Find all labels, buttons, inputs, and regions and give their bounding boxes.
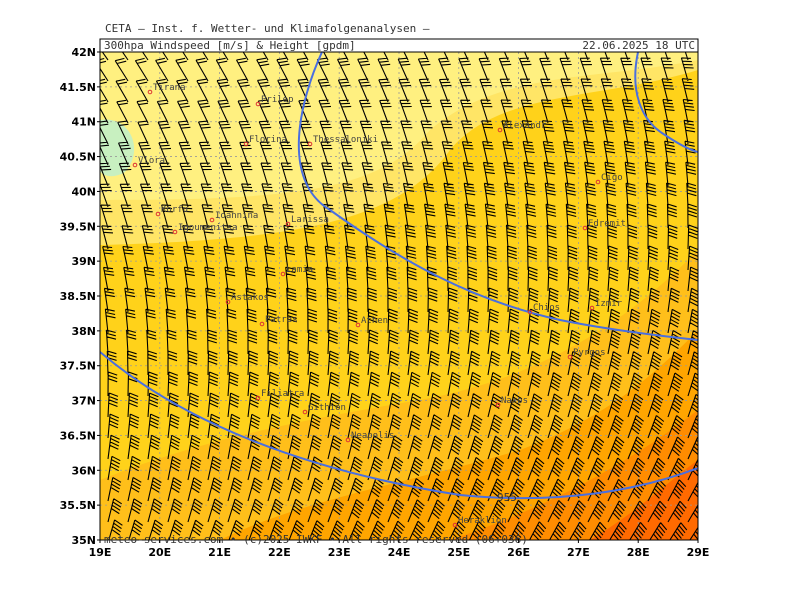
- city-label: Thessaloniki: [313, 135, 378, 145]
- contour-label: 955: [497, 491, 517, 504]
- city-marker: [147, 89, 153, 95]
- city-marker: [582, 225, 588, 231]
- city-marker: [225, 299, 231, 305]
- city-label: Korfu: [161, 205, 188, 215]
- lon-label: 21E: [208, 546, 231, 559]
- city-marker: [172, 229, 178, 235]
- city-label: Alexandr: [503, 121, 547, 131]
- city-label: Astakos: [231, 293, 269, 303]
- lon-label: 24E: [388, 546, 411, 559]
- lon-label: 26E: [507, 546, 530, 559]
- lat-label: 40.5N: [60, 151, 96, 164]
- city-label: Githion: [308, 403, 346, 413]
- datetime: 22.06.2025 18 UTC: [582, 39, 695, 52]
- city-label: Igoumenitsa: [178, 223, 238, 233]
- city-marker: [243, 141, 249, 147]
- city-marker: [589, 305, 595, 311]
- lon-label: 23E: [328, 546, 351, 559]
- city-label: Izmir: [595, 299, 623, 309]
- city-marker: [307, 141, 313, 147]
- city-marker: [595, 179, 601, 185]
- city-marker: [209, 217, 215, 223]
- city-label: Pyrgos: [573, 348, 606, 358]
- city-marker: [302, 409, 308, 415]
- lon-label: 25E: [447, 546, 470, 559]
- city-marker: [255, 395, 261, 401]
- city-label: Neapolis: [351, 431, 394, 441]
- city-marker: [255, 101, 261, 107]
- footer: meteo-services.com • (c)2025 IWKF • All …: [104, 533, 528, 546]
- city-label: Athen: [361, 316, 388, 326]
- lat-label: 39.5N: [60, 220, 96, 233]
- city-marker: [495, 402, 501, 408]
- contour: [297, 52, 698, 341]
- lat-label: 36.5N: [60, 429, 96, 442]
- city-label: Larissa: [291, 215, 329, 225]
- lat-label: 38N: [71, 325, 96, 338]
- city-label: Heraklion: [458, 516, 507, 526]
- contour: [100, 351, 698, 500]
- city-marker: [132, 162, 138, 168]
- field: [100, 52, 698, 540]
- city-marker: [155, 211, 161, 217]
- lat-label: 39N: [71, 255, 96, 268]
- lon-label: 19E: [89, 546, 112, 559]
- height-contours: [100, 52, 698, 500]
- city-label: Ioannina: [215, 211, 258, 221]
- lat-label: 41N: [71, 116, 96, 129]
- lat-label: 38.5N: [60, 290, 96, 303]
- lat-label: 37N: [71, 395, 96, 408]
- lat-label: 37.5N: [60, 360, 96, 373]
- field-green: [100, 119, 135, 177]
- city-marker: [497, 127, 503, 133]
- city-marker: [345, 437, 351, 443]
- city-label: Patras: [265, 315, 298, 325]
- city-label: Naxos: [501, 396, 528, 406]
- city-label: Prilep: [261, 95, 294, 105]
- title: 300hpa Windspeed [m/s] & Height [gpdm]: [104, 39, 356, 52]
- lat-label: 35.5N: [60, 499, 96, 512]
- city-label: Chios: [533, 303, 560, 313]
- city-marker: [259, 321, 265, 327]
- city-marker: [285, 221, 291, 227]
- city-label: Cigo: [601, 173, 623, 183]
- lon-label: 22E: [268, 546, 291, 559]
- city-label: Filiatra: [261, 389, 304, 399]
- lon-label: 28E: [627, 546, 650, 559]
- lon-label: 20E: [148, 546, 171, 559]
- lat-label: 42N: [71, 46, 96, 59]
- wind-barbs: [100, 52, 698, 540]
- city-marker: [567, 354, 573, 360]
- city-label: Vlora: [138, 156, 165, 166]
- field-red: [590, 460, 698, 540]
- city-label: Tirana: [153, 83, 186, 93]
- city-label: Edremit: [588, 219, 626, 229]
- city-label: Lamia: [286, 265, 313, 275]
- institute: CETA — Inst. f. Wetter- und Klimafolgena…: [105, 22, 430, 35]
- city-marker: [280, 271, 286, 277]
- lat-label: 41.5N: [60, 81, 96, 94]
- city-marker: [452, 522, 458, 528]
- city-marker: [527, 309, 533, 315]
- lon-label: 27E: [567, 546, 590, 559]
- lon-label: 29E: [687, 546, 710, 559]
- contour: [634, 52, 698, 153]
- lat-label: 36N: [71, 464, 96, 477]
- city-label: Florina: [249, 135, 287, 145]
- city-marker: [355, 322, 361, 328]
- lat-label: 35N: [71, 534, 96, 547]
- lat-label: 40N: [71, 185, 96, 198]
